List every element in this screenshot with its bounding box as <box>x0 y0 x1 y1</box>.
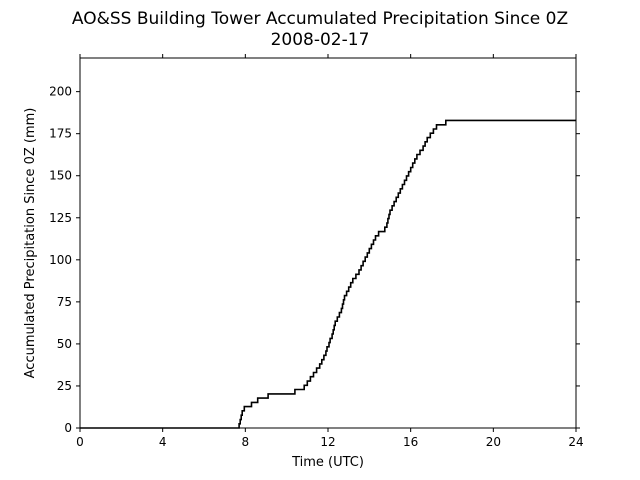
x-tick-label: 4 <box>159 435 167 449</box>
x-tick-label: 16 <box>403 435 418 449</box>
chart-subtitle: 2008-02-17 <box>271 30 370 50</box>
y-tick-label: 100 <box>49 253 72 267</box>
y-tick-label: 200 <box>49 85 72 99</box>
plot-frame <box>79 57 577 429</box>
x-tick-label: 12 <box>320 435 335 449</box>
y-tick-label: 75 <box>57 295 72 309</box>
y-tick-label: 50 <box>57 337 72 351</box>
x-tick-label: 0 <box>76 435 84 449</box>
x-tick-label: 20 <box>486 435 501 449</box>
axis-ticks: 0 4 8 12 16 20 24 0 25 50 75 100 125 150 175 200 <box>49 54 584 449</box>
x-tick-label: 24 <box>568 435 583 449</box>
y-tick-label: 175 <box>49 127 72 141</box>
x-axis-label: Time (UTC) <box>291 455 364 470</box>
y-axis-label: Accumulated Precipitation Since 0Z (mm) <box>23 108 38 379</box>
x-tick-label: 8 <box>242 435 250 449</box>
plot-area <box>80 119 576 429</box>
y-tick-label: 25 <box>57 379 72 393</box>
y-tick-label: 0 <box>64 421 72 435</box>
y-tick-label: 150 <box>49 169 72 183</box>
precipitation-series-line <box>80 119 576 429</box>
chart-title: AO&SS Building Tower Accumulated Precipi… <box>72 9 568 29</box>
y-tick-label: 125 <box>49 211 72 225</box>
